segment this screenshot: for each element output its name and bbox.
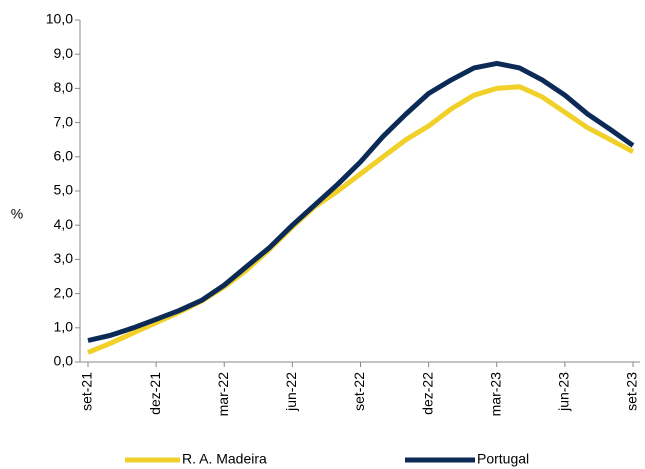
y-tick-label: 7,0	[54, 113, 74, 129]
y-tick-label: 6,0	[54, 148, 74, 164]
x-tick-label: mar-22	[215, 372, 231, 417]
x-tick-label: dez-21	[147, 372, 163, 415]
y-tick-label: 0,0	[54, 353, 74, 369]
y-tick-label: 8,0	[54, 79, 74, 95]
y-tick-label: 1,0	[54, 319, 74, 335]
x-tick-label: set-21	[79, 372, 95, 411]
x-tick-label: dez-22	[419, 372, 435, 415]
y-tick-label: 10,0	[46, 11, 73, 27]
x-tick-label: mar-23	[487, 372, 503, 417]
y-tick-label: 9,0	[54, 45, 74, 61]
x-tick-label: jun-22	[283, 372, 299, 412]
y-axis-label: %	[11, 206, 23, 222]
y-tick-label: 2,0	[54, 284, 74, 300]
legend-label: Portugal	[477, 451, 529, 467]
x-tick-label: set-22	[351, 372, 367, 411]
y-tick-label: 5,0	[54, 182, 74, 198]
x-tick-label: jun-23	[556, 372, 572, 412]
legend-label: R. A. Madeira	[182, 451, 267, 467]
x-tick-label: set-23	[624, 372, 640, 411]
series-line	[87, 60, 635, 343]
y-tick-label: 3,0	[54, 250, 74, 266]
y-tick-label: 4,0	[54, 216, 74, 232]
